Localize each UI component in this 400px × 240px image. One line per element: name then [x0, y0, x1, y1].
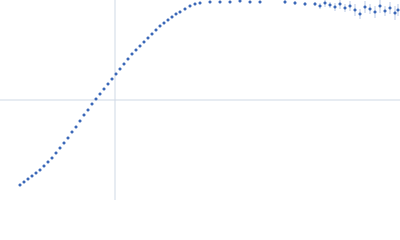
- point: [150, 32, 154, 36]
- point: [368, 7, 372, 11]
- point: [363, 5, 367, 9]
- point: [162, 21, 166, 25]
- point: [146, 36, 150, 40]
- point: [328, 3, 332, 7]
- point: [248, 0, 252, 4]
- point: [26, 177, 30, 181]
- point: [353, 8, 357, 12]
- point: [130, 52, 134, 56]
- point: [18, 183, 22, 187]
- point: [393, 11, 397, 15]
- point: [70, 130, 74, 134]
- point: [228, 0, 232, 4]
- point: [142, 40, 146, 44]
- point: [338, 2, 342, 6]
- point: [358, 12, 362, 16]
- point: [22, 180, 26, 184]
- point: [34, 171, 38, 175]
- point: [283, 0, 287, 4]
- point: [138, 44, 142, 48]
- point: [343, 6, 347, 10]
- point: [333, 5, 337, 9]
- point: [238, 0, 242, 3]
- point: [378, 4, 382, 8]
- point: [82, 113, 86, 117]
- point: [303, 2, 307, 6]
- point: [170, 15, 174, 19]
- point: [126, 57, 130, 61]
- point: [74, 125, 78, 129]
- point: [54, 151, 58, 155]
- point: [42, 164, 46, 168]
- point: [208, 0, 212, 4]
- point: [166, 18, 170, 22]
- point: [193, 2, 197, 6]
- point: [318, 4, 322, 8]
- point: [188, 4, 192, 8]
- point: [122, 62, 126, 66]
- point: [258, 0, 262, 4]
- point: [323, 1, 327, 5]
- point: [118, 67, 122, 71]
- point: [62, 141, 66, 145]
- point: [102, 87, 106, 91]
- point: [388, 6, 392, 10]
- point: [198, 1, 202, 5]
- point: [178, 10, 182, 14]
- point: [106, 82, 110, 86]
- point: [38, 168, 42, 172]
- point: [46, 160, 50, 164]
- point: [110, 77, 114, 81]
- point: [114, 72, 118, 76]
- point: [30, 174, 34, 178]
- point: [134, 48, 138, 52]
- point: [373, 10, 377, 14]
- point: [158, 24, 162, 28]
- point: [66, 136, 70, 140]
- point: [313, 2, 317, 6]
- point: [348, 4, 352, 8]
- point: [218, 0, 222, 4]
- point: [94, 97, 98, 101]
- point: [58, 146, 62, 150]
- point: [50, 156, 54, 160]
- point: [90, 102, 94, 106]
- point: [183, 7, 187, 11]
- point: [174, 12, 178, 16]
- point: [98, 92, 102, 96]
- point: [154, 28, 158, 32]
- chart: [0, 0, 400, 200]
- point: [293, 1, 297, 5]
- point: [383, 9, 387, 13]
- point: [78, 119, 82, 123]
- point: [86, 108, 90, 112]
- point: [396, 8, 400, 12]
